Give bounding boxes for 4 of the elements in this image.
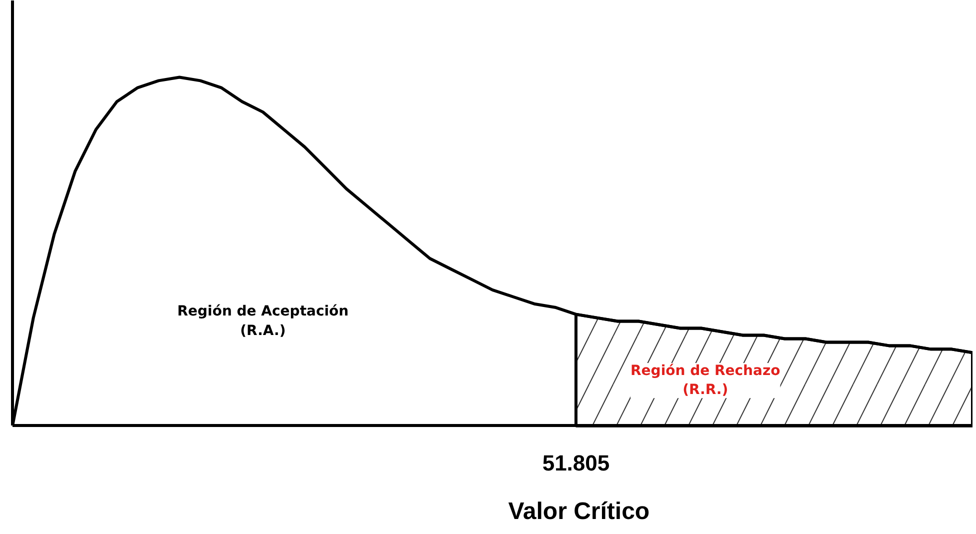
x-axis-title: Valor Crítico	[508, 498, 650, 525]
annotation: Región de Rechazo (R.R.)	[630, 362, 781, 398]
annotation: Región de Aceptación (R.A.)	[177, 304, 349, 339]
text: 51.805	[542, 450, 610, 476]
